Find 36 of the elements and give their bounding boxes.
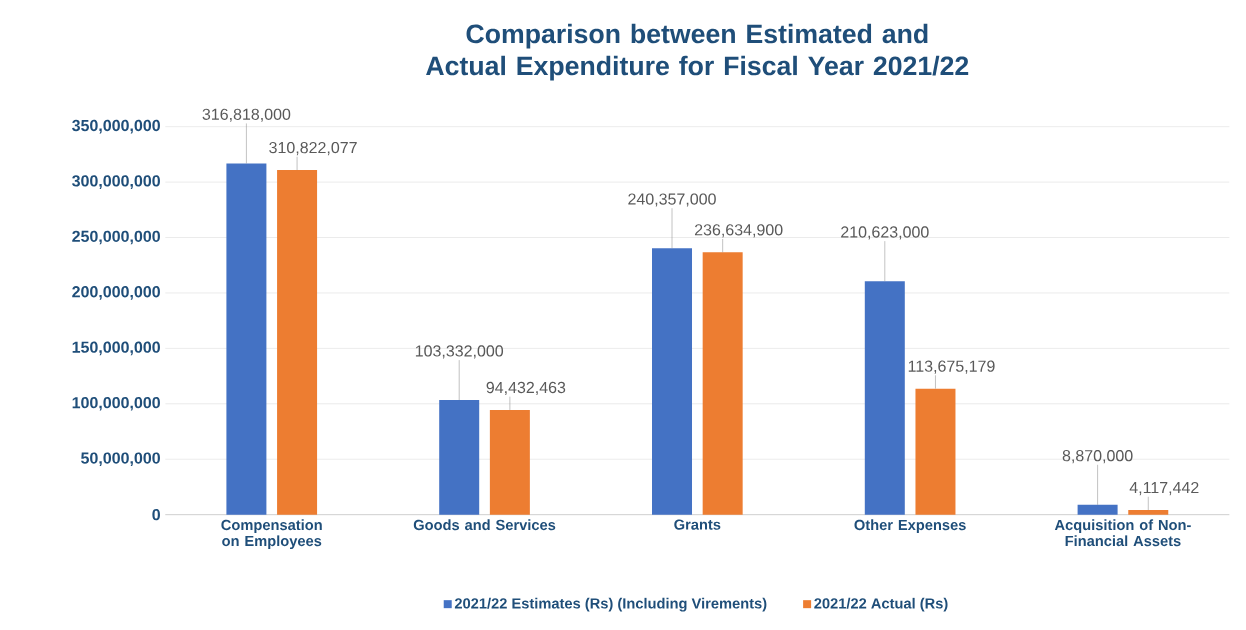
data-label: 103,332,000: [415, 345, 504, 359]
bar: [864, 281, 905, 515]
data-label: 240,357,000: [628, 193, 716, 207]
x-tick-label: Goods and Services: [413, 519, 556, 531]
bar: [226, 163, 267, 515]
bar: [277, 170, 318, 515]
data-label: 8,870,000: [1062, 450, 1133, 464]
y-tick-label: 350,000,000: [72, 119, 160, 134]
bar: [439, 400, 480, 515]
y-tick-label: 150,000,000: [72, 341, 160, 356]
y-tick-label: 100,000,000: [72, 396, 160, 411]
data-label: 236,634,900: [694, 224, 783, 238]
legend-label: 2021/22 Actual (Rs): [814, 597, 948, 612]
data-label: 113,675,179: [908, 360, 995, 374]
legend-label: 2021/22 Estimates (Rs) (Including Virements): [454, 597, 767, 612]
x-tick-label: Other Expenses: [854, 519, 966, 534]
data-label: 4,117,442: [1129, 481, 1199, 496]
bar: [702, 252, 743, 515]
data-label: 316,818,000: [202, 108, 291, 122]
bar: [1128, 510, 1169, 515]
x-tick-label: Grants: [674, 519, 721, 530]
bar: [489, 409, 530, 515]
data-label: 310,822,077: [269, 141, 357, 156]
y-tick-label: 250,000,000: [72, 230, 160, 245]
x-tick-label: Acquisition of Non-Financial Assets: [1054, 519, 1191, 547]
data-label: 94,432,463: [486, 381, 566, 396]
bar: [652, 248, 693, 515]
y-tick-label: 0: [152, 508, 160, 521]
x-tick-label: Compensation on Employees: [221, 519, 322, 550]
y-tick-label: 300,000,000: [72, 175, 160, 189]
y-tick-label: 50,000,000: [81, 452, 160, 467]
data-label: 210,623,000: [841, 226, 929, 240]
bar: [1077, 504, 1118, 515]
chart-title: Comparison between Estimated and Actual Expenditure for Fiscal Year 2021/22: [426, 23, 969, 81]
bar: [915, 388, 956, 515]
y-tick-label: 200,000,000: [72, 286, 160, 300]
